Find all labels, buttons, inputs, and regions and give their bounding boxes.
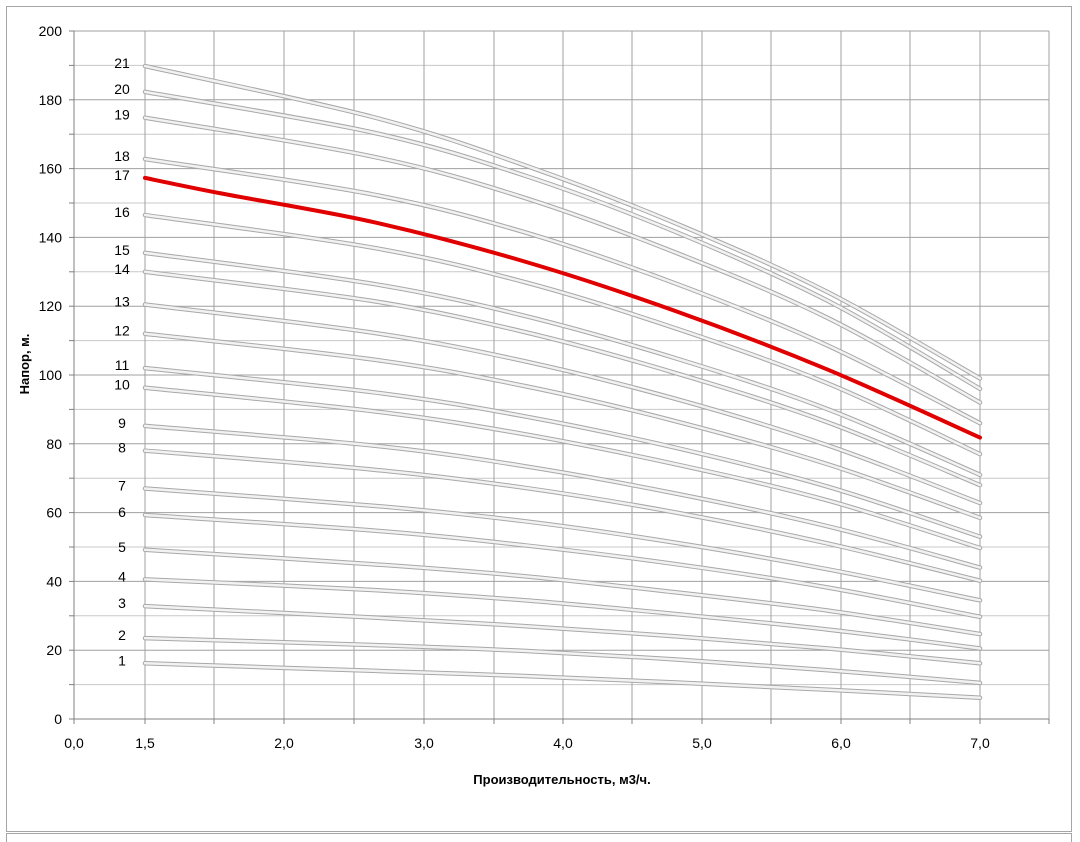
curve-label-18: 18 [114, 148, 130, 164]
y-tick-label: 60 [46, 505, 62, 521]
curve-4 [143, 578, 982, 650]
curve-label-10: 10 [114, 377, 130, 393]
curve-5 [143, 548, 982, 636]
curve-label-2: 2 [118, 627, 126, 643]
curve-21 [143, 64, 982, 380]
y-tick-label: 200 [39, 23, 63, 39]
x-tick-label: 4,0 [553, 735, 573, 751]
curve-13 [143, 303, 982, 505]
curves [142, 63, 983, 700]
x-axis-title: Производительность, м3/ч. [473, 772, 650, 787]
curve-label-9: 9 [118, 415, 126, 431]
axes [69, 30, 1050, 724]
curve-17 [143, 175, 982, 440]
curve-label-16: 16 [114, 204, 130, 220]
curve-label-20: 20 [114, 81, 130, 97]
curve-6 [143, 513, 982, 619]
curve-label-21: 21 [114, 55, 130, 71]
curve-label-6: 6 [118, 504, 126, 520]
x-tick-label: 0,0 [64, 735, 84, 751]
chart-frame [6, 6, 1072, 832]
curve-1 [143, 662, 982, 699]
y-tick-label: 100 [39, 367, 63, 383]
curve-9 [143, 424, 982, 569]
curve-label-3: 3 [118, 595, 126, 611]
x-tick-label: 2,0 [274, 735, 294, 751]
y-tick-label: 0 [54, 711, 62, 727]
curve-label-17: 17 [114, 167, 130, 183]
y-tick-label: 140 [39, 229, 63, 245]
x-tick-label: 1,5 [135, 735, 155, 751]
curve-16 [143, 213, 982, 456]
curve-label-4: 4 [118, 568, 126, 584]
curve-20 [143, 90, 982, 391]
curve-label-1: 1 [118, 652, 126, 668]
curve-14 [143, 270, 982, 487]
y-axis-title: Напор, м. [17, 334, 32, 395]
curve-10 [143, 386, 982, 550]
curve-label-14: 14 [114, 261, 130, 277]
x-tick-label: 5,0 [692, 735, 712, 751]
y-tick-label: 40 [46, 573, 62, 589]
y-tick-label: 80 [46, 436, 62, 452]
curve-label-5: 5 [118, 539, 126, 555]
curve-label-7: 7 [118, 478, 126, 494]
curve-2 [143, 636, 982, 685]
curve-19 [143, 116, 982, 404]
y-tick-label: 120 [39, 298, 63, 314]
curve-label-19: 19 [114, 107, 130, 123]
curve-label-15: 15 [114, 242, 130, 258]
x-tick-label: 6,0 [831, 735, 851, 751]
curve-label-13: 13 [114, 293, 130, 309]
x-tick-label: 3,0 [414, 735, 434, 751]
curve-8 [143, 449, 982, 582]
curve-label-12: 12 [114, 323, 130, 339]
x-tick-label: 7,0 [970, 735, 990, 751]
y-tick-label: 180 [39, 92, 63, 108]
curve-15 [143, 251, 982, 477]
bottom-panel-edge [6, 833, 1072, 842]
curve-7 [143, 487, 982, 602]
curve-label-8: 8 [118, 440, 126, 456]
curve-label-11: 11 [115, 357, 130, 373]
curve-11 [143, 366, 982, 538]
curve-3 [143, 604, 982, 665]
curve-12 [143, 332, 982, 520]
curve-18 [143, 157, 982, 425]
y-tick-label: 20 [46, 642, 62, 658]
y-tick-label: 160 [39, 161, 63, 177]
